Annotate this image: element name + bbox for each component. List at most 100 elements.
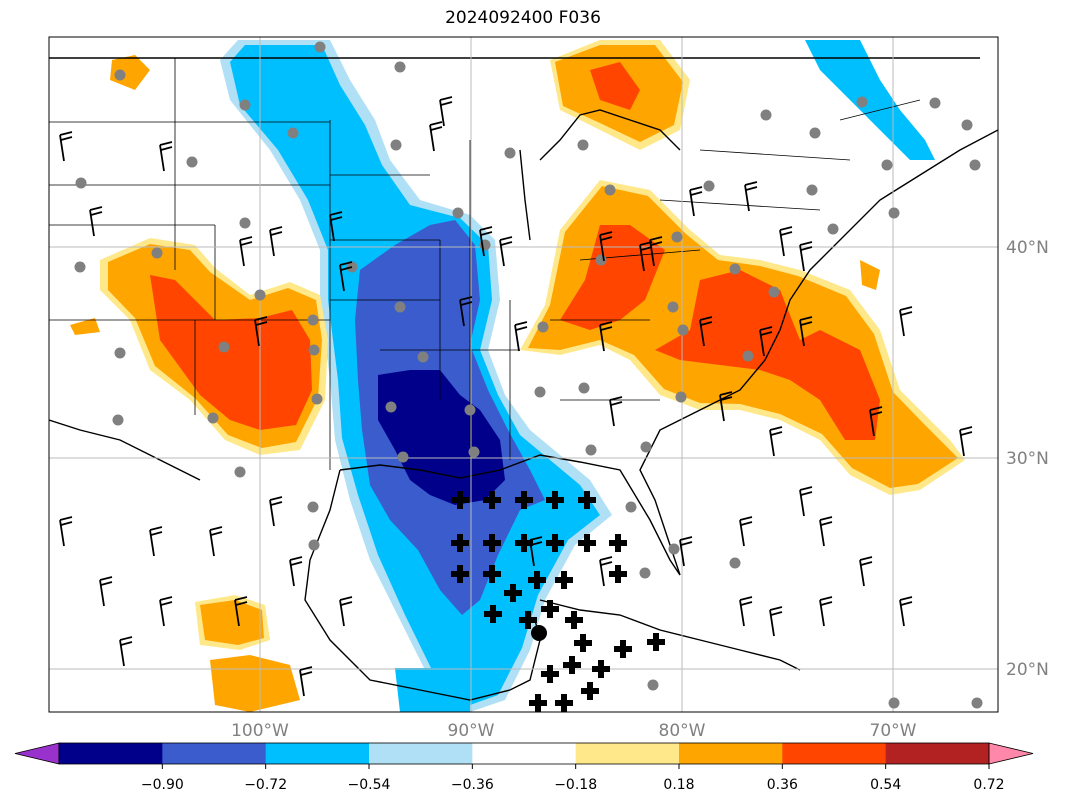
lat-label-40n: 40°N [1006,238,1049,258]
colorbar-bin [575,743,680,764]
wind-barb-icon [234,596,248,627]
lon-label-80w: 80°W [659,721,706,741]
plus-icon [546,491,564,509]
gray-dot-icon [311,393,323,405]
wind-barb-icon [289,556,303,587]
wind-barb-icon [159,596,173,627]
gray-dot-icon [827,223,839,235]
gray-dot-icon [254,289,266,301]
gray-dot-icon [640,441,652,453]
plus-icon [614,640,632,658]
wind-barb-icon [679,536,693,567]
gray-dot-icon [394,301,406,313]
plus-icon [609,534,627,552]
gray-dot-icon [667,301,679,313]
plus-icon [451,534,469,552]
gray-dot-icon [239,217,251,229]
wind-barb-icon [254,316,268,347]
plus-icon [541,665,559,683]
colorbar-bin [162,743,267,764]
map-area [49,37,998,712]
colorbar-bin [782,743,887,764]
gray-dot-icon [114,69,126,81]
lat-label-30n: 30°N [1006,449,1049,469]
colorbar-label: −0.72 [244,777,287,793]
wind-barb-icon [769,426,783,457]
colorbar-frame [58,742,990,765]
colorbar-label: −0.36 [451,777,494,793]
wind-barb-icon [739,596,753,627]
plus-icon [563,656,581,674]
wind-barb-icon [514,321,528,352]
gray-dot-icon [768,286,780,298]
colorbar: −0.90 −0.72 −0.54 −0.36 −0.18 0.18 0.36 0.54 0.7… [14,742,1034,793]
plus-icon [484,605,502,623]
colorbar-label: 0.72 [973,777,1004,793]
wind-barb-icon [599,321,613,352]
wind-barb-icon [899,306,913,337]
gray-dot-icon [671,231,683,243]
wind-barb-icon [459,296,473,327]
plus-icon [546,534,564,552]
wind-barb-icon [59,516,73,547]
wind-barb-icon [59,131,73,162]
colorbar-bin [59,743,163,764]
gray-dot-icon [504,147,516,159]
gray-dot-icon [961,119,973,131]
wind-barb-icon [149,526,163,557]
wind-barb-icon [744,181,758,212]
wind-barb-icon [339,261,353,292]
wind-barb-icon [499,236,513,267]
colorbar-bin [369,743,473,764]
colorbar-label: −0.90 [141,777,184,793]
gray-dot-icon [929,97,941,109]
gray-dot-icon [234,466,246,478]
wind-barb-icon [649,236,663,267]
wind-barb-icon [799,486,813,517]
gray-dot-icon [809,127,821,139]
colorbar-extend-high [988,742,1034,765]
state-borders [49,58,921,470]
lon-label-90w: 90°W [448,721,495,741]
gray-dot-icon [287,127,299,139]
wind-barb-icon [859,556,873,587]
plus-icon [515,534,533,552]
gray-dot-icon [729,263,741,275]
plus-icon [565,611,583,629]
gray-dot-icon [881,159,893,171]
plus-icon [483,491,501,509]
plus-icon [451,565,469,583]
gray-dot-icon [307,314,319,326]
gray-dot-icon [703,180,715,192]
plus-icon [555,694,573,712]
lon-label-70w: 70°W [870,721,917,741]
positive-anomaly-patches [70,40,965,712]
plus-icon [578,534,596,552]
wind-barb-icon [759,326,773,357]
longitude-labels: 100°W 90°W 80°W 70°W [231,721,917,741]
gray-dot-icon [75,177,87,189]
wind-barb-icon [899,596,913,627]
colorbar-label: −0.18 [554,777,597,793]
map-title: 2024092400 F036 [445,8,601,28]
gray-dot-icon [385,401,397,413]
gray-dot-icon [308,344,320,356]
station-markers [74,41,983,709]
gray-dot-icon [969,159,981,171]
gray-dot-icon [971,697,983,709]
lon-label-100w: 100°W [231,721,289,741]
gray-dot-icon [464,404,476,416]
gray-dot-icon [577,139,589,151]
colorbar-label: 0.36 [767,777,798,793]
wind-barb-icon [699,316,713,347]
gray-dot-icon [760,109,772,121]
gray-dot-icon [390,139,402,151]
plus-icon [555,571,573,589]
plus-icon [483,565,501,583]
gray-dot-icon [604,184,616,196]
gray-dot-icon [307,501,319,513]
wind-barb-icon [439,96,453,127]
wind-barb-icon [799,241,813,272]
wind-barb-icon [299,666,313,697]
plus-icon [574,634,592,652]
